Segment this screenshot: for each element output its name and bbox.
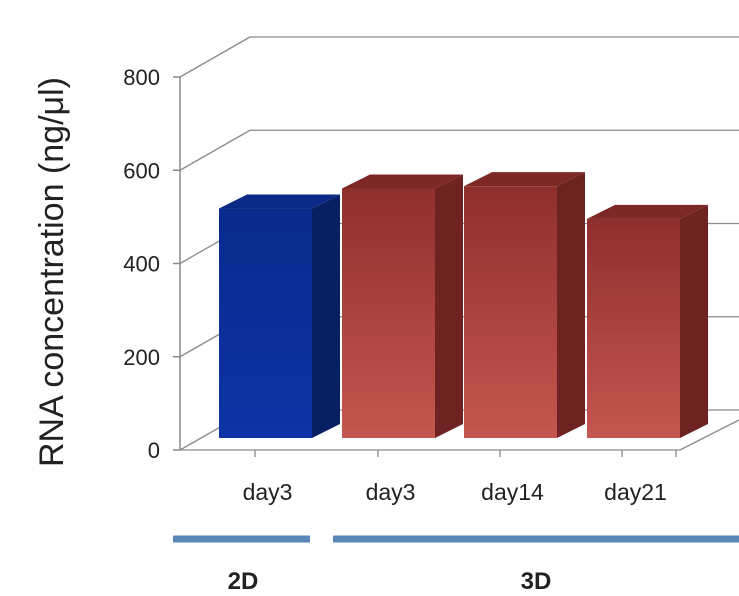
group-label: 3D (521, 568, 552, 595)
bar-side (557, 172, 585, 438)
y-tick-label: 800 (123, 65, 160, 90)
y-axis: 0 200 400 600 800 (123, 65, 677, 463)
x-tick-label: day3 (366, 479, 416, 505)
bar-side (312, 194, 340, 438)
bars (219, 172, 708, 438)
group-labels: 2D 3D (173, 535, 739, 595)
bar (587, 204, 708, 438)
floor-edge-right (679, 419, 739, 451)
bar-top (464, 172, 585, 187)
gridline-diagonal (179, 36, 251, 78)
bar-side (680, 204, 708, 438)
bar (342, 174, 463, 438)
x-tick-label: day21 (604, 479, 667, 505)
gridline-diagonal (179, 129, 251, 171)
bar-front (587, 218, 680, 438)
y-tick-label: 0 (148, 438, 160, 463)
bar (464, 172, 585, 438)
x-tick-labels: day3 day3 day14 day21 (243, 479, 667, 505)
y-axis-label: RNA concentration (ng/μl) (33, 77, 71, 467)
y-tick-label: 200 (123, 345, 160, 370)
bar-top (587, 204, 708, 219)
bar-front (342, 188, 435, 438)
group-label: 2D (228, 568, 259, 595)
bar-top (342, 174, 463, 189)
bar-front (219, 208, 312, 438)
x-tick-label: day14 (481, 479, 544, 505)
bar-side (435, 174, 463, 438)
bar-front (464, 186, 557, 438)
bar (219, 194, 340, 438)
y-tick-label: 400 (123, 252, 160, 277)
x-tick-label: day3 (243, 479, 293, 505)
y-tick-label: 600 (123, 158, 160, 183)
bar-top (219, 194, 340, 209)
